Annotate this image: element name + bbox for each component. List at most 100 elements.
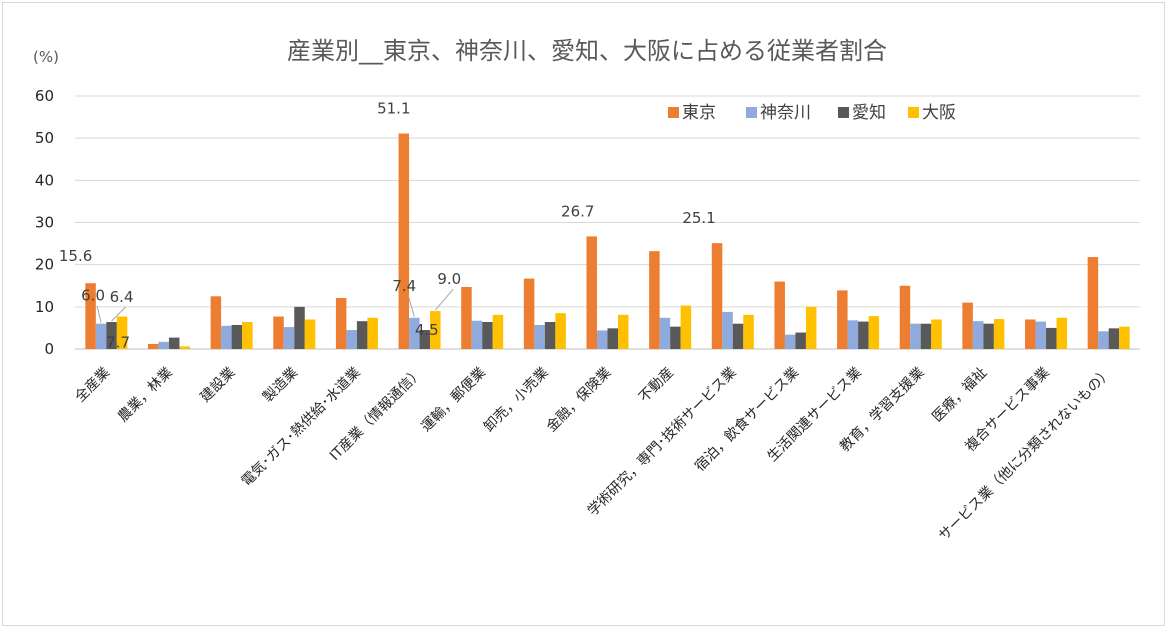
bar: [899, 285, 911, 349]
legend-swatch: [668, 107, 679, 118]
data-label: 25.1: [682, 209, 715, 227]
bar: [1119, 326, 1130, 349]
x-axis-ticks: 全産業 農業，林業 建設業 製造業電気･ガス･熱供給･水道業IT産業（情報通信）運輸，…: [71, 364, 1115, 544]
legend: 東京 神奈川 愛知 大阪: [668, 103, 956, 123]
bar: [419, 330, 431, 349]
bar: [962, 302, 973, 349]
bar: [1046, 327, 1057, 349]
bar: [534, 324, 545, 349]
bar: [471, 320, 483, 349]
legend-label: 大阪: [922, 103, 956, 123]
bar: [774, 281, 785, 349]
bar: [409, 317, 420, 349]
legend-swatch: [908, 107, 919, 118]
bar: [273, 316, 284, 349]
y-unit-label: (%): [33, 48, 59, 66]
bar: [837, 290, 848, 349]
bar: [784, 334, 796, 349]
bar: [659, 317, 671, 349]
bar: [1056, 317, 1068, 349]
x-tick-label: 農業，林業: [115, 365, 176, 426]
bar: [242, 322, 253, 349]
bar: [847, 320, 859, 349]
bar: [555, 313, 566, 349]
legend-label: 東京: [682, 103, 716, 123]
legend-label: 神奈川: [760, 103, 811, 123]
bar: [179, 346, 190, 349]
y-tick-label: 60: [35, 87, 54, 105]
bar: [168, 337, 180, 349]
bar: [920, 323, 932, 349]
bar: [231, 324, 243, 349]
x-tick-label: 卸売，小売業: [481, 365, 552, 436]
bar: [1025, 319, 1036, 349]
bar: [294, 306, 305, 349]
legend-swatch: [838, 107, 849, 118]
bar: [680, 305, 692, 349]
bar: [346, 330, 357, 349]
x-tick-label: 運輸，郵便業: [418, 365, 489, 436]
y-tick-label: 50: [35, 129, 54, 147]
leader-line: [96, 305, 102, 323]
bar: [1108, 328, 1120, 349]
bar: [722, 311, 733, 349]
bar: [147, 343, 159, 349]
y-tick-label: 40: [35, 171, 54, 189]
bar: [430, 311, 441, 349]
bar: [335, 297, 347, 349]
x-tick-label: 金融，保険業: [544, 365, 615, 436]
leader-line: [111, 306, 126, 322]
leader-line: [407, 295, 415, 317]
x-tick-label: 宿泊，飲食サービス業: [691, 364, 802, 475]
data-label: 9.0: [437, 270, 461, 288]
bar: [868, 316, 880, 349]
x-tick-label: 製造業: [260, 365, 301, 406]
bar: [356, 321, 368, 349]
bar: [85, 283, 96, 349]
y-tick-label: 10: [35, 298, 54, 316]
bar: [398, 133, 410, 349]
bar: [910, 323, 921, 349]
bar: [858, 321, 869, 349]
bar: [618, 314, 629, 349]
bar: [304, 319, 316, 349]
bar: [586, 236, 597, 349]
bar: [743, 314, 754, 349]
bar: [461, 287, 472, 349]
y-tick-label: 30: [35, 214, 54, 232]
bar: [523, 278, 535, 349]
data-label: 15.6: [59, 247, 92, 265]
x-tick-label: 全産業: [71, 364, 113, 406]
bar: [931, 319, 942, 349]
data-label: 6.4: [110, 288, 134, 306]
data-label: 51.1: [377, 100, 410, 118]
bar: [106, 322, 117, 349]
data-label: 7.7: [106, 334, 130, 352]
bar: [1087, 257, 1099, 349]
x-tick-label: 建設業: [197, 365, 238, 406]
x-tick-label: 不動産: [636, 365, 677, 406]
bar: [607, 328, 618, 349]
legend-label: 愛知: [852, 103, 886, 123]
bar: [1098, 331, 1109, 349]
bar: [795, 332, 806, 349]
bar: [972, 321, 984, 349]
bar: [544, 322, 556, 349]
y-tick-label: 0: [44, 340, 54, 358]
data-label: 26.7: [561, 202, 594, 220]
x-tick-label: 医療，福祉: [929, 364, 991, 426]
bar: [983, 323, 994, 349]
leader-line: [434, 288, 454, 311]
gridlines: [75, 95, 1140, 350]
bar: [597, 330, 608, 349]
bar: [95, 323, 107, 349]
bar: [1035, 321, 1047, 349]
data-labels: 15.6 6.0 6.4 7.7 51.1 7.4 4.5 9.0 26.7 25.1: [59, 100, 716, 352]
bar: [805, 306, 817, 349]
bar: [670, 326, 681, 349]
bar: [649, 251, 660, 349]
bar: [116, 316, 128, 349]
bar: [482, 322, 493, 349]
data-label: 4.5: [415, 321, 439, 339]
